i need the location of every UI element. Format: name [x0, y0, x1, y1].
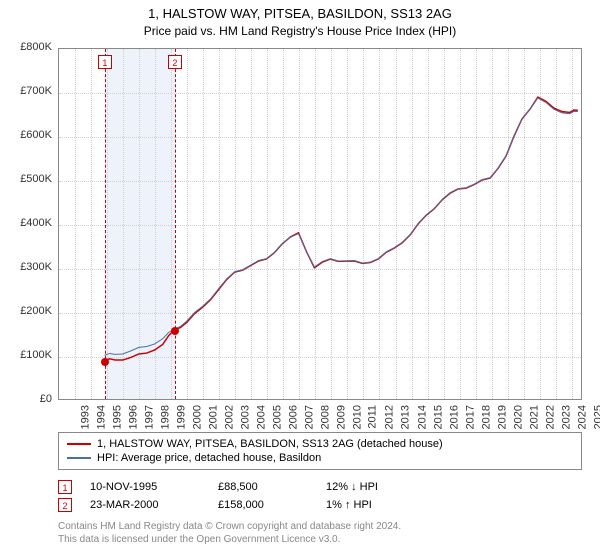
line-series [59, 49, 581, 399]
y-tick-label: £800K [2, 41, 52, 53]
y-tick-label: £700K [2, 85, 52, 97]
x-tick-label: 2002 [224, 405, 236, 429]
x-tick-label: 2006 [288, 405, 300, 429]
legend-label: HPI: Average price, detached house, Basi… [97, 452, 321, 464]
legend-swatch [67, 443, 91, 445]
x-tick-label: 2018 [480, 405, 492, 429]
chart-subtitle: Price paid vs. HM Land Registry's House … [0, 21, 600, 38]
transaction-dot [171, 327, 179, 335]
x-tick-label: 2011 [367, 405, 379, 429]
legend-and-footer: 1, HALSTOW WAY, PITSEA, BASILDON, SS13 2… [58, 432, 582, 546]
legend-label: 1, HALSTOW WAY, PITSEA, BASILDON, SS13 2… [97, 438, 443, 450]
x-tick-label: 1994 [96, 405, 108, 429]
x-tick-label: 2016 [448, 405, 460, 429]
transaction-date: 10-NOV-1995 [90, 481, 200, 493]
x-tick-label: 2008 [320, 405, 332, 429]
x-tick-label: 2007 [304, 405, 316, 429]
x-tick-label: 1998 [160, 405, 172, 429]
transaction-row: 1 10-NOV-1995 £88,500 12% ↓ HPI [58, 478, 582, 496]
x-tick-label: 2024 [576, 405, 588, 429]
x-tick-label: 2020 [512, 405, 524, 429]
x-tick-label: 2017 [464, 405, 476, 429]
footnote-line: This data is licensed under the Open Gov… [58, 533, 582, 546]
transaction-marker-icon: 1 [58, 480, 72, 494]
x-tick-label: 2014 [416, 405, 428, 429]
legend-box: 1, HALSTOW WAY, PITSEA, BASILDON, SS13 2… [58, 432, 582, 470]
x-tick-label: 2022 [544, 405, 556, 429]
chart-plot-area: 12 [58, 48, 582, 400]
x-tick-label: 2010 [352, 405, 364, 429]
x-tick-label: 2023 [560, 405, 572, 429]
x-tick-label: 2021 [528, 405, 540, 429]
x-tick-label: 2000 [192, 405, 204, 429]
transaction-date: 23-MAR-2000 [90, 499, 200, 511]
transaction-dot [101, 358, 109, 366]
transaction-marker-icon: 2 [168, 55, 182, 69]
x-tick-label: 2012 [384, 405, 396, 429]
x-tick-label: 1999 [176, 405, 188, 429]
x-tick-label: 2025 [592, 405, 600, 429]
y-tick-label: £600K [2, 129, 52, 141]
legend-swatch [67, 457, 91, 459]
footnote: Contains HM Land Registry data © Crown c… [58, 520, 582, 546]
legend-item: 1, HALSTOW WAY, PITSEA, BASILDON, SS13 2… [67, 437, 573, 451]
x-tick-label: 1996 [128, 405, 140, 429]
x-tick-label: 2019 [496, 405, 508, 429]
legend-item: HPI: Average price, detached house, Basi… [67, 451, 573, 465]
transaction-row: 2 23-MAR-2000 £158,000 1% ↑ HPI [58, 496, 582, 514]
transaction-marker-icon: 2 [58, 498, 72, 512]
x-tick-label: 2001 [208, 405, 220, 429]
y-tick-label: £300K [2, 261, 52, 273]
transaction-marker-icon: 1 [98, 55, 112, 69]
x-tick-label: 1995 [112, 405, 124, 429]
x-tick-label: 2004 [256, 405, 268, 429]
transaction-price: £88,500 [218, 481, 308, 493]
transactions-table: 1 10-NOV-1995 £88,500 12% ↓ HPI 2 23-MAR… [58, 478, 582, 514]
transaction-price: £158,000 [218, 499, 308, 511]
y-tick-label: £500K [2, 173, 52, 185]
chart-title: 1, HALSTOW WAY, PITSEA, BASILDON, SS13 2… [0, 0, 600, 21]
x-tick-label: 2013 [400, 405, 412, 429]
y-tick-label: £0 [2, 393, 52, 405]
y-tick-label: £400K [2, 217, 52, 229]
y-tick-label: £200K [2, 305, 52, 317]
transaction-delta: 12% ↓ HPI [326, 481, 426, 493]
transaction-delta: 1% ↑ HPI [326, 499, 426, 511]
y-tick-label: £100K [2, 349, 52, 361]
x-tick-label: 1993 [79, 405, 91, 429]
x-tick-label: 2009 [336, 405, 348, 429]
x-tick-label: 1997 [144, 405, 156, 429]
footnote-line: Contains HM Land Registry data © Crown c… [58, 520, 582, 533]
x-tick-label: 2003 [240, 405, 252, 429]
x-tick-label: 2015 [432, 405, 444, 429]
x-tick-label: 2005 [272, 405, 284, 429]
